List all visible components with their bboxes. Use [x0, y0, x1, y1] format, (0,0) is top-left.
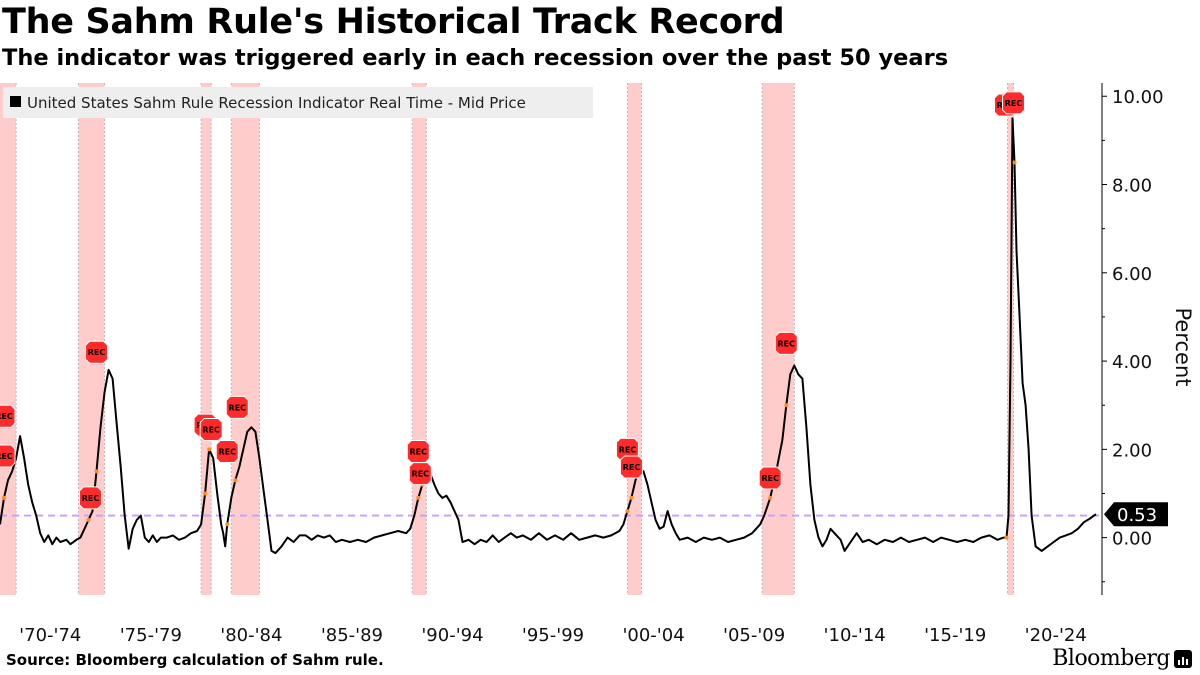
- x-tick-label: '75-'79: [120, 625, 182, 646]
- rec-marker-label: REC: [82, 494, 100, 503]
- rec-marker: REC: [1002, 91, 1026, 115]
- rec-marker-shape: [758, 466, 782, 490]
- brand-name: Bloomberg: [1052, 646, 1170, 671]
- rec-marker-label: REC: [778, 339, 796, 348]
- rec-marker: REC: [758, 466, 782, 490]
- last-value-badge: 0.53: [1104, 502, 1168, 527]
- rec-marker-label: REC: [761, 474, 779, 483]
- rec-marker: REC: [225, 395, 249, 419]
- rec-marker: REC: [619, 455, 643, 479]
- rec-marker-shape: [408, 462, 432, 486]
- rec-marker-shape: [85, 340, 109, 364]
- recession-bands: [0, 83, 1014, 595]
- trigger-point: [1004, 535, 1009, 540]
- chart-title: The Sahm Rule's Historical Track Record: [2, 2, 785, 42]
- rec-marker-shape: [225, 395, 249, 419]
- legend-label: United States Sahm Rule Recession Indica…: [27, 94, 526, 112]
- rec-marker-label: REC: [0, 412, 13, 421]
- y-axis-label: Percent: [1171, 307, 1195, 386]
- rec-markers: REC REC REC REC REC REC REC REC REC REC REC REC REC R…: [0, 91, 1026, 510]
- rec-marker: REC: [215, 440, 239, 464]
- rec-marker-shape: [199, 417, 223, 441]
- rec-marker-shape: [619, 455, 643, 479]
- last-value-label: 0.53: [1117, 505, 1157, 526]
- rec-marker: REC: [774, 331, 798, 355]
- rec-marker-label: REC: [0, 452, 13, 461]
- legend-swatch: [10, 96, 21, 107]
- series-line: [0, 117, 1097, 555]
- rec-marker-shape: [0, 444, 16, 468]
- rec-marker-label: REC: [623, 463, 641, 472]
- y-tick-label: 0.00: [1112, 529, 1152, 550]
- recession-guide-lines: [15, 83, 1015, 595]
- y-tick-label: 8.00: [1112, 176, 1152, 197]
- rec-marker-label: REC: [88, 348, 106, 357]
- rec-marker-shape: [215, 440, 239, 464]
- recession-band: [231, 83, 260, 595]
- rec-marker-label: REC: [412, 470, 430, 479]
- rec-marker: REC: [85, 340, 109, 364]
- trigger-point: [203, 491, 208, 496]
- trigger-point: [1012, 160, 1017, 165]
- x-tick-label: '00-'04: [622, 625, 684, 646]
- rec-marker: REC: [78, 486, 102, 510]
- recession-band: [0, 83, 17, 595]
- trigger-point: [416, 495, 421, 500]
- chart-subtitle: The indicator was triggered early in eac…: [2, 45, 949, 71]
- y-axis-ticks: 0.00 2.00 4.00 6.00 8.00 10.00: [1102, 87, 1164, 583]
- rec-marker-label: REC: [1005, 99, 1023, 108]
- x-tick-label: '70-'74: [19, 625, 81, 646]
- recession-band: [627, 83, 642, 595]
- recession-band: [201, 83, 212, 595]
- x-tick-label: '20-'24: [1025, 625, 1087, 646]
- legend-box: [3, 87, 593, 118]
- source-note: Source: Bloomberg calculation of Sahm ru…: [6, 651, 384, 669]
- rec-marker: REC: [408, 462, 432, 486]
- rec-marker: REC: [0, 444, 16, 468]
- trigger-point: [207, 447, 212, 452]
- x-tick-label: '85-'89: [321, 625, 383, 646]
- rec-marker-label: REC: [229, 403, 247, 412]
- y-tick-label: 2.00: [1112, 440, 1152, 461]
- x-axis-ticks: '70-'74 '75-'79 '80-'84 '85-'89 '90-'94 '95-'…: [19, 625, 1087, 646]
- x-tick-label: '10-'14: [824, 625, 886, 646]
- recession-band: [78, 83, 105, 595]
- x-tick-label: '90-'94: [421, 625, 483, 646]
- trigger-point: [629, 495, 634, 500]
- x-tick-label: '15-'19: [924, 625, 986, 646]
- x-tick-label: '05-'09: [723, 625, 785, 646]
- trigger-point: [225, 522, 230, 527]
- bloomberg-logo: Bloomberg: [1052, 646, 1192, 671]
- rec-marker: REC: [0, 404, 16, 428]
- rec-marker-shape: [1002, 91, 1026, 115]
- trigger-point: [86, 517, 91, 522]
- rec-marker-label: REC: [218, 448, 236, 457]
- rec-marker-label: REC: [410, 448, 428, 457]
- rec-marker-label: REC: [619, 445, 637, 454]
- brand-mark-icon: [1174, 649, 1192, 668]
- last-value-badge-shape: [1104, 502, 1168, 527]
- trigger-points: [2, 160, 1017, 540]
- rec-marker: REC: [199, 417, 223, 441]
- rec-marker: REC: [406, 440, 430, 464]
- trigger-point: [233, 478, 238, 483]
- y-tick-label: 10.00: [1112, 87, 1164, 108]
- rec-marker-shape: [0, 404, 16, 428]
- trigger-point: [2, 495, 7, 500]
- x-tick-label: '95-'99: [522, 625, 584, 646]
- y-tick-label: 4.00: [1112, 352, 1152, 373]
- trigger-point: [94, 469, 99, 474]
- y-tick-label: 6.00: [1112, 264, 1152, 285]
- trigger-point: [625, 509, 630, 514]
- trigger-point: [784, 403, 789, 408]
- x-tick-label: '80-'84: [220, 625, 282, 646]
- trigger-point: [768, 495, 773, 500]
- rec-marker-shape: [78, 486, 102, 510]
- rec-marker-label: REC: [202, 425, 220, 434]
- rec-marker-shape: [774, 331, 798, 355]
